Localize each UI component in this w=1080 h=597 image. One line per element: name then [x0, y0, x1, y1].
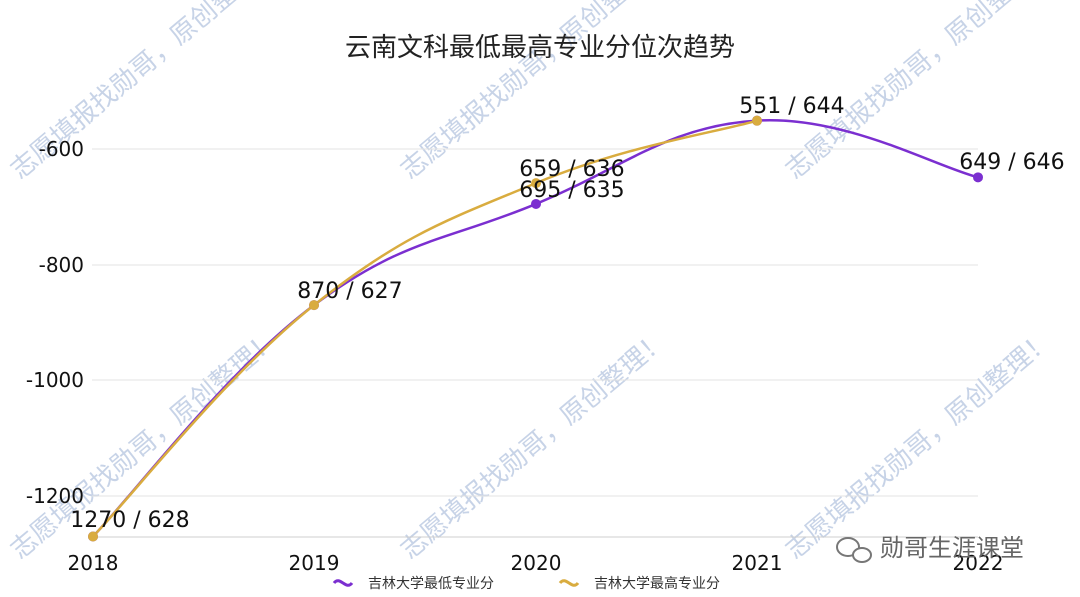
watermark: 志愿填报找勋哥，原创整理！: [395, 325, 673, 565]
y-axis: -600 -800 -1000 -1200: [26, 137, 84, 508]
brand-mark: 勋哥生涯课堂: [836, 534, 1024, 563]
y-tick-label: -1000: [26, 368, 84, 392]
data-label: 649 / 646: [959, 150, 1064, 175]
data-label: 870 / 627: [297, 279, 402, 304]
data-labels: 1270 / 628 870 / 627 659 / 636 695 / 635…: [70, 94, 1064, 533]
data-point[interactable]: [88, 531, 98, 542]
y-tick-label: -600: [39, 137, 84, 161]
x-tick-label: 2020: [511, 551, 562, 575]
data-point[interactable]: [309, 300, 319, 311]
data-point[interactable]: [531, 198, 541, 209]
x-tick-label: 2019: [289, 551, 340, 575]
data-label: 695 / 635: [519, 178, 624, 203]
chart-title: 云南文科最低最高专业分位次趋势: [345, 33, 735, 63]
grid: [92, 148, 978, 538]
data-point[interactable]: [531, 178, 541, 189]
x-tick-label: 2022: [953, 551, 1004, 575]
data-point[interactable]: [752, 115, 762, 126]
legend-label: 吉林大学最低专业分: [368, 576, 494, 592]
legend-item-min[interactable]: 吉林大学最低专业分: [332, 576, 494, 592]
legend-swatch: [558, 579, 580, 587]
legend-item-max[interactable]: 吉林大学最高专业分: [558, 575, 720, 592]
data-label: 659 / 636: [519, 157, 624, 182]
x-tick-label: 2018: [68, 551, 119, 575]
data-label: 1270 / 628: [70, 508, 189, 533]
watermark-layer: 志愿填报找勋哥，原创整理！ 志愿填报找勋哥，原创整理！ 志愿填报找勋哥，原创整理…: [5, 0, 1058, 565]
legend: 吉林大学最低专业分 吉林大学最高专业分: [332, 575, 720, 592]
wechat-icon: [836, 537, 872, 563]
y-tick-label: -1200: [26, 484, 84, 508]
data-point[interactable]: [973, 172, 983, 183]
data-label: 551 / 644: [739, 94, 844, 119]
series-layer: [88, 115, 983, 542]
legend-label: 吉林大学最高专业分: [594, 575, 720, 592]
brand-text: 勋哥生涯课堂: [880, 534, 1024, 562]
y-tick-label: -800: [39, 253, 84, 277]
x-axis: 2018 2019 2020 2021 2022: [68, 551, 1004, 575]
legend-swatch: [332, 579, 354, 587]
watermark: 志愿填报找勋哥，原创整理！: [780, 325, 1058, 565]
series-line: [92, 119, 758, 538]
x-tick-label: 2021: [732, 551, 783, 575]
